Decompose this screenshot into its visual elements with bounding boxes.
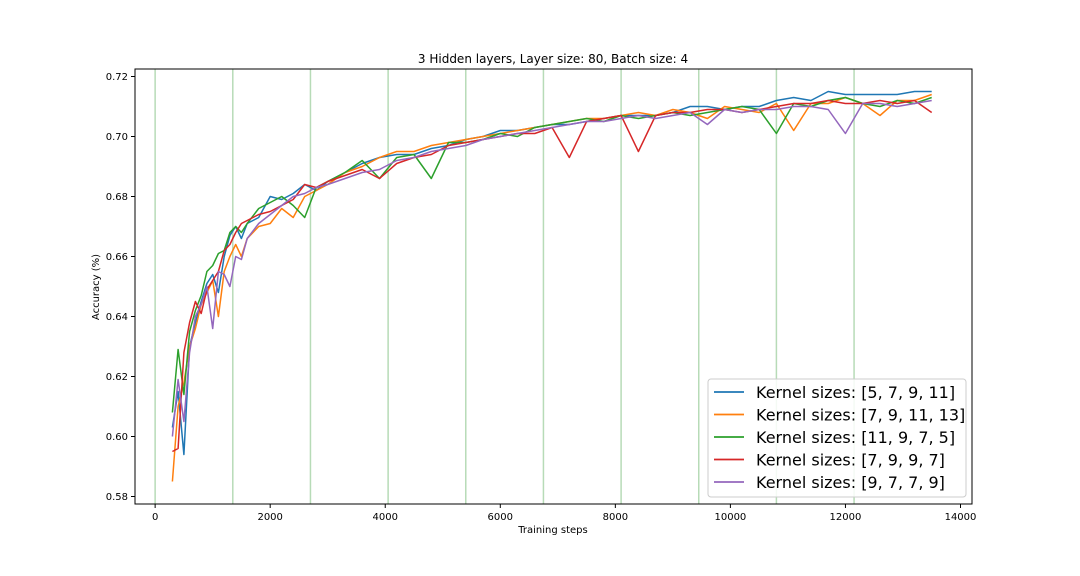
x-tick-label: 4000 bbox=[373, 512, 398, 523]
x-axis-title: Training steps bbox=[517, 525, 587, 536]
x-tick-label: 2000 bbox=[257, 512, 282, 523]
y-tick-label: 0.66 bbox=[106, 252, 128, 263]
series-line-1 bbox=[171, 93, 932, 482]
y-tick-label: 0.58 bbox=[106, 492, 128, 503]
x-tick-label: 12000 bbox=[830, 512, 862, 523]
legend-label-3: Kernel sizes: [7, 9, 9, 7] bbox=[756, 451, 945, 470]
chart-title: 3 Hidden layers, Layer size: 80, Batch s… bbox=[418, 52, 688, 66]
y-tick-label: 0.64 bbox=[106, 312, 128, 323]
plot-frame bbox=[134, 68, 973, 505]
legend-label-0: Kernel sizes: [5, 7, 9, 11] bbox=[756, 383, 955, 402]
x-tick-label: 0 bbox=[152, 512, 158, 523]
y-tick-label: 0.70 bbox=[106, 132, 128, 143]
series-line-3 bbox=[172, 99, 933, 453]
y-tick-label: 0.68 bbox=[106, 192, 128, 203]
legend-label-1: Kernel sizes: [7, 9, 11, 13] bbox=[756, 406, 965, 425]
legend-label-2: Kernel sizes: [11, 9, 7, 5] bbox=[756, 428, 955, 447]
series-lines bbox=[171, 90, 933, 482]
legend: Kernel sizes: [5, 7, 9, 11] Kernel sizes:… bbox=[707, 378, 967, 498]
x-tick-label: 14000 bbox=[945, 512, 977, 523]
x-tick-label: 8000 bbox=[603, 512, 628, 523]
y-axis-ticks: 0.58 0.60 0.62 0.64 0.66 0.68 0.70 0.72 bbox=[106, 72, 135, 503]
series-line-4 bbox=[171, 99, 932, 437]
x-axis-ticks: 0 2000 4000 6000 8000 10000 12000 14000 bbox=[152, 504, 976, 523]
series-line-2 bbox=[171, 96, 932, 413]
x-tick-label: 6000 bbox=[488, 512, 513, 523]
y-axis-title: Accuracy (%) bbox=[91, 254, 102, 320]
x-tick-label: 10000 bbox=[714, 512, 746, 523]
legend-box bbox=[707, 378, 967, 498]
y-tick-label: 0.62 bbox=[106, 372, 128, 383]
y-tick-label: 0.60 bbox=[106, 432, 128, 443]
y-tick-label: 0.72 bbox=[106, 72, 128, 83]
legend-label-4: Kernel sizes: [9, 7, 7, 9] bbox=[756, 473, 945, 492]
